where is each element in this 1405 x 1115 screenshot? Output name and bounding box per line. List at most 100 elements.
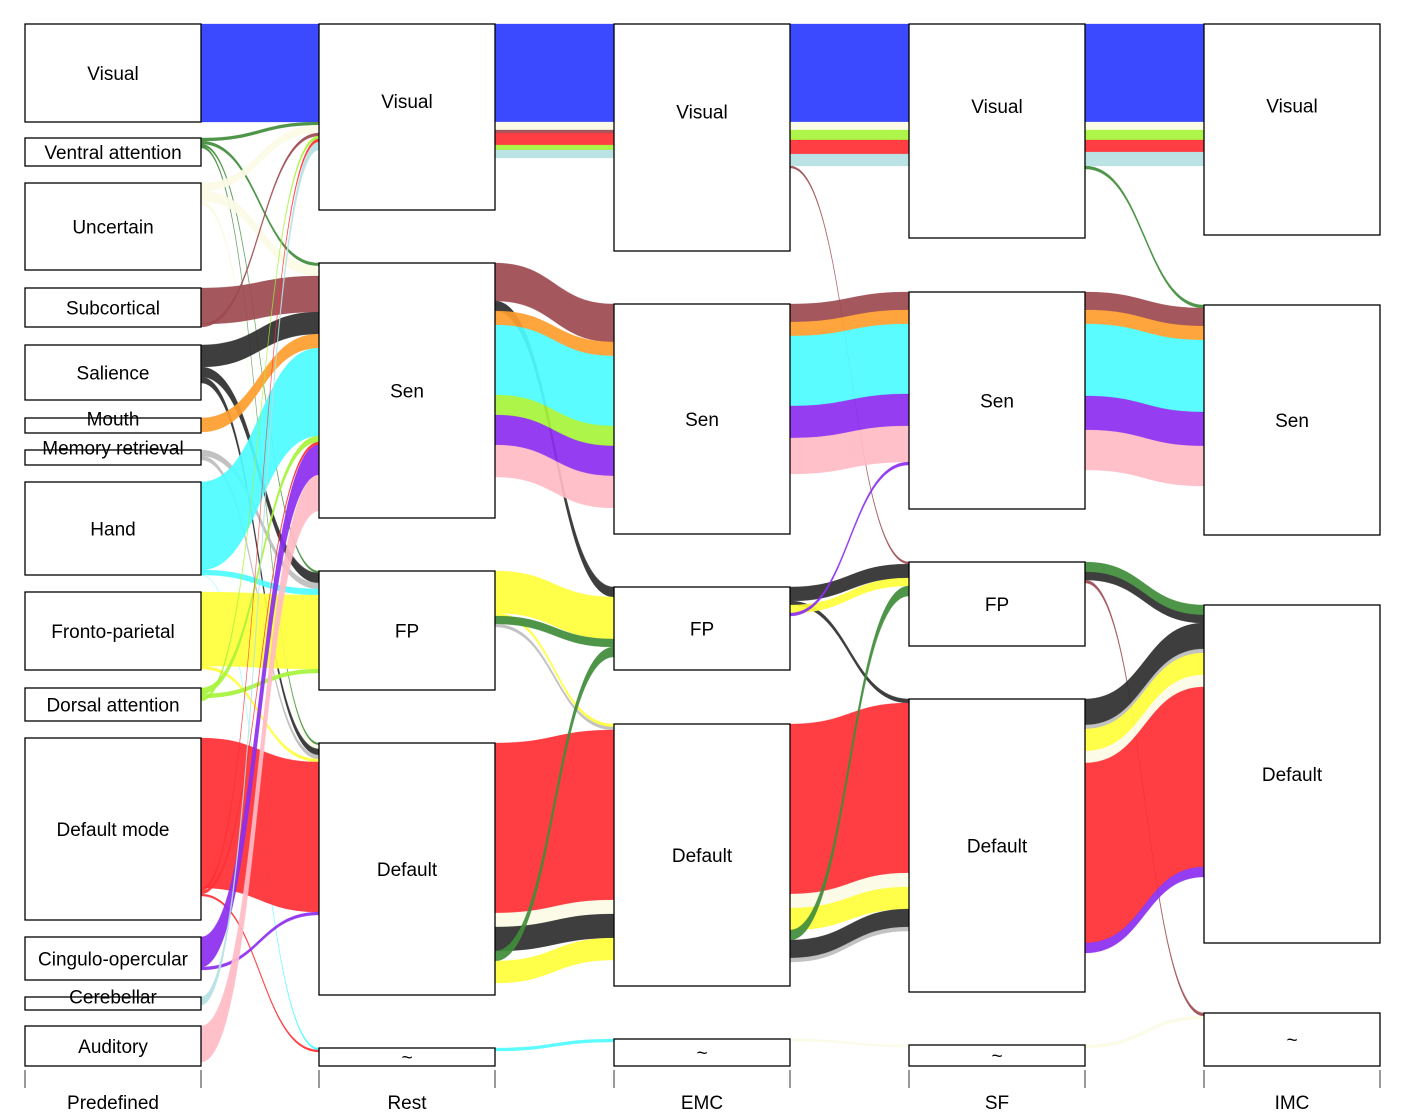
flow-uncertain bbox=[494, 121, 615, 131]
flow-cerebellar bbox=[494, 149, 615, 159]
node-box bbox=[613, 1038, 791, 1067]
node-box bbox=[318, 1047, 496, 1067]
node-label: Subcortical bbox=[66, 299, 160, 320]
node-label: FP bbox=[395, 622, 419, 643]
node-box bbox=[24, 481, 202, 576]
flow-hand bbox=[494, 1038, 615, 1052]
node-label: Default bbox=[967, 837, 1028, 858]
node-label: Visual bbox=[1266, 97, 1317, 118]
flow-cerebellar bbox=[1084, 151, 1205, 167]
node-label: ~ bbox=[696, 1044, 707, 1065]
node-label: Memory retrieval bbox=[42, 439, 183, 460]
node-label: ~ bbox=[1286, 1031, 1297, 1052]
node-box bbox=[613, 303, 791, 535]
node-box bbox=[1203, 23, 1381, 236]
node-predefined-mouth: Mouth bbox=[24, 410, 202, 434]
node-sf-tilde: ~ bbox=[908, 1044, 1086, 1068]
flow-cerebellar bbox=[789, 153, 910, 167]
node-predefined-uncertain: Uncertain bbox=[24, 182, 202, 271]
node-rest-sen: Sen bbox=[318, 262, 496, 519]
node-box bbox=[24, 23, 202, 123]
node-box bbox=[24, 591, 202, 671]
node-box bbox=[24, 687, 202, 722]
flow-salience bbox=[789, 600, 910, 704]
node-box bbox=[908, 698, 1086, 993]
flow-uncertain bbox=[1084, 1015, 1205, 1049]
stage-predefined-to-rest bbox=[200, 23, 320, 1063]
flow-ventral-attention bbox=[1084, 165, 1205, 309]
node-imc-default: Default bbox=[1203, 604, 1381, 944]
flow-uncertain bbox=[789, 1038, 910, 1048]
node-box bbox=[908, 291, 1086, 510]
node-box bbox=[613, 23, 791, 252]
node-label: Visual bbox=[381, 92, 432, 113]
node-box bbox=[1203, 1012, 1381, 1067]
node-box bbox=[24, 936, 202, 981]
flow-uncertain bbox=[789, 121, 910, 131]
node-box bbox=[318, 23, 496, 211]
node-label: Visual bbox=[676, 103, 727, 124]
flow-visual bbox=[789, 23, 910, 123]
node-rest-visual: Visual bbox=[318, 23, 496, 211]
node-predefined-cingulo-opercular: Cingulo-opercular bbox=[24, 936, 202, 981]
node-rest-default: Default bbox=[318, 742, 496, 996]
node-box bbox=[613, 723, 791, 987]
node-emc-sen: Sen bbox=[613, 303, 791, 535]
node-box bbox=[318, 262, 496, 519]
node-box bbox=[908, 23, 1086, 239]
node-box bbox=[24, 344, 202, 401]
node-predefined-dorsal-attention: Dorsal attention bbox=[24, 687, 202, 722]
node-box bbox=[1203, 604, 1381, 944]
node-predefined-auditory: Auditory bbox=[24, 1025, 202, 1067]
node-label: Visual bbox=[971, 97, 1022, 118]
flow-dorsal-attention bbox=[789, 129, 910, 141]
node-sf-default: Default bbox=[908, 698, 1086, 993]
flow-visual bbox=[494, 23, 615, 123]
node-emc-tilde: ~ bbox=[613, 1038, 791, 1067]
node-imc-tilde: ~ bbox=[1203, 1012, 1381, 1067]
flow-uncertain bbox=[1084, 121, 1205, 131]
node-box bbox=[318, 742, 496, 996]
axis-label-sf: SF bbox=[985, 1093, 1009, 1114]
node-box bbox=[24, 287, 202, 328]
flow-visual bbox=[1084, 23, 1205, 123]
node-label: Fronto-parietal bbox=[51, 622, 175, 643]
flow-default-mode bbox=[789, 702, 910, 895]
nodes-layer: Visual Ventral attention Uncertain Subcorti… bbox=[24, 23, 1381, 1069]
node-imc-visual: Visual bbox=[1203, 23, 1381, 236]
flow-hand bbox=[789, 323, 910, 407]
node-label: Hand bbox=[90, 520, 135, 541]
node-label: Uncertain bbox=[72, 218, 153, 239]
node-predefined-hand: Hand bbox=[24, 481, 202, 576]
stage-emc-to-sf bbox=[789, 23, 910, 1048]
node-label: ~ bbox=[991, 1047, 1002, 1068]
node-box bbox=[24, 737, 202, 921]
node-emc-visual: Visual bbox=[613, 23, 791, 252]
flow-default-mode bbox=[494, 132, 615, 146]
node-label: Ventral attention bbox=[44, 143, 181, 164]
node-predefined-ventral-attention: Ventral attention bbox=[24, 137, 202, 167]
node-box bbox=[24, 137, 202, 167]
flow-ventral-attention bbox=[1084, 561, 1205, 616]
node-box bbox=[908, 561, 1086, 647]
node-box bbox=[318, 570, 496, 691]
node-predefined-default-mode: Default mode bbox=[24, 737, 202, 921]
axis-layer: Predefined Rest EMC SF IMC bbox=[24, 1070, 1381, 1114]
node-box bbox=[24, 182, 202, 271]
node-emc-fp: FP bbox=[613, 586, 791, 671]
axis-label-emc: EMC bbox=[681, 1093, 723, 1114]
node-predefined-memory-retrieval: Memory retrieval bbox=[24, 439, 202, 466]
node-predefined-subcortical: Subcortical bbox=[24, 287, 202, 328]
node-box bbox=[24, 996, 202, 1011]
flows-layer bbox=[200, 23, 1205, 1063]
node-label: ~ bbox=[401, 1048, 412, 1069]
flow-default-mode bbox=[1084, 139, 1205, 153]
axis-label-predefined: Predefined bbox=[67, 1093, 159, 1114]
stage-rest-to-emc bbox=[494, 23, 615, 1052]
node-label: Default bbox=[672, 846, 733, 867]
node-predefined-cerebellar: Cerebellar bbox=[24, 988, 202, 1011]
node-box bbox=[24, 1025, 202, 1067]
node-label: Default bbox=[1262, 765, 1323, 786]
node-label: Sen bbox=[980, 392, 1014, 413]
axis-label-rest: Rest bbox=[387, 1093, 427, 1114]
